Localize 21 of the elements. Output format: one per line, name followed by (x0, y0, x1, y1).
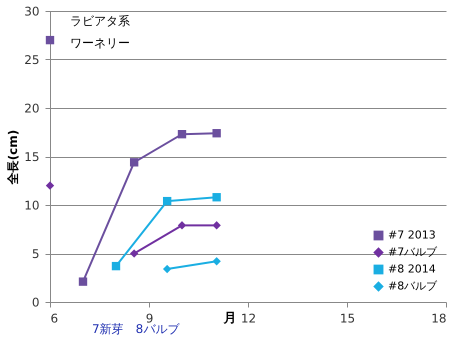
y-tick-label: 25 (24, 53, 40, 67)
x-tick-label: 18 (431, 312, 446, 326)
y-axis-title: 全長(cm) (6, 130, 20, 186)
y-tick-label: 10 (24, 198, 40, 212)
x-tick-label: 12 (240, 312, 256, 326)
annotation: ワーネリー (70, 36, 130, 50)
legend-label: #8 2014 (388, 262, 436, 276)
point (46, 36, 54, 44)
annotation: ラビアタ系 (70, 14, 130, 28)
y-tick-label: 20 (24, 102, 40, 116)
x-axis-title: 月 (222, 311, 236, 326)
legend-label: #7 2013 (388, 228, 436, 242)
x-tick-label: 15 (340, 312, 356, 326)
y-tick-label: 5 (32, 247, 40, 261)
x-tick-label: 6 (50, 312, 58, 326)
y-tick-label: 0 (32, 296, 40, 310)
y-tick-label: 15 (24, 150, 40, 164)
legend-label: #8バルブ (388, 280, 438, 292)
legend-label: #7バルブ (388, 246, 438, 258)
point (46, 181, 54, 190)
y-tick-label: 30 (24, 4, 40, 18)
